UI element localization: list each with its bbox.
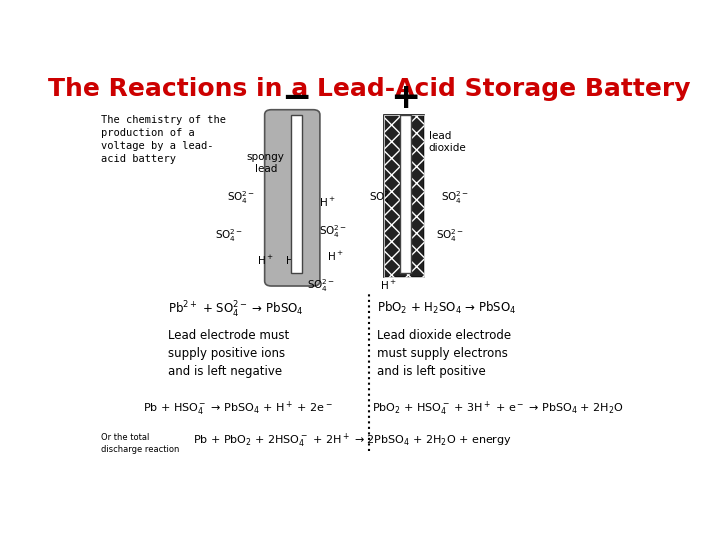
Text: SO$_4^{2-}$: SO$_4^{2-}$ — [215, 227, 243, 244]
Text: SO$_4^{2-}$: SO$_4^{2-}$ — [369, 190, 397, 206]
Text: −: − — [282, 80, 312, 114]
Bar — [384, 114, 424, 277]
Text: SO$_4^{2-}$: SO$_4^{2-}$ — [227, 190, 255, 206]
Text: PbO$_2$ + H$_2$SO$_4$ → PbSO$_4$: PbO$_2$ + H$_2$SO$_4$ → PbSO$_4$ — [377, 300, 516, 316]
Text: The Reactions in a Lead-Acid Storage Battery: The Reactions in a Lead-Acid Storage Bat… — [48, 77, 690, 102]
Bar — [400, 114, 411, 273]
Text: SO$_4^{2-}$: SO$_4^{2-}$ — [436, 227, 464, 244]
Text: PbO$_2$ + HSO$_4^-$ + 3H$^+$ + e$^-$ → PbSO$_4$ + 2H$_2$O: PbO$_2$ + HSO$_4^-$ + 3H$^+$ + e$^-$ → P… — [372, 400, 624, 418]
Text: The chemistry of the
production of a
voltage by a lead-
acid battery: The chemistry of the production of a vol… — [101, 114, 226, 164]
Text: SO$_4^{2-}$: SO$_4^{2-}$ — [441, 190, 469, 206]
Text: Or the total
discharge reaction: Or the total discharge reaction — [101, 433, 179, 454]
Text: +: + — [390, 80, 420, 114]
Text: H$^+$: H$^+$ — [285, 254, 302, 267]
Text: Pb + PbO$_2$ + 2HSO$_4^-$ + 2H$^+$ → 2PbSO$_4$ + 2H$_2$O + energy: Pb + PbO$_2$ + 2HSO$_4^-$ + 2H$^+$ → 2Pb… — [193, 431, 512, 450]
FancyBboxPatch shape — [265, 110, 320, 286]
Text: lead
dioxide: lead dioxide — [428, 131, 467, 153]
Text: spongy
lead: spongy lead — [247, 152, 284, 174]
Text: H$^+$: H$^+$ — [327, 249, 344, 262]
Bar — [291, 114, 302, 273]
Text: H$^+$: H$^+$ — [319, 195, 336, 208]
Text: SO$_4^{2-}$: SO$_4^{2-}$ — [307, 277, 336, 294]
Text: Pb$^{2+}$ + SO$_4^{2-}$ → PbSO$_4$: Pb$^{2+}$ + SO$_4^{2-}$ → PbSO$_4$ — [168, 300, 304, 320]
Text: H$^+$: H$^+$ — [380, 279, 397, 292]
Text: SO$_4^{2-}$: SO$_4^{2-}$ — [319, 222, 347, 240]
Text: Lead electrode must
supply positive ions
and is left negative: Lead electrode must supply positive ions… — [168, 329, 289, 378]
Text: H$^+$: H$^+$ — [258, 254, 274, 267]
Text: Pb + HSO$_4^-$ → PbSO$_4$ + H$^+$ + 2e$^-$: Pb + HSO$_4^-$ → PbSO$_4$ + H$^+$ + 2e$^… — [143, 400, 333, 418]
Bar — [384, 114, 424, 277]
Text: Lead dioxide electrode
must supply electrons
and is left positive: Lead dioxide electrode must supply elect… — [377, 329, 511, 378]
